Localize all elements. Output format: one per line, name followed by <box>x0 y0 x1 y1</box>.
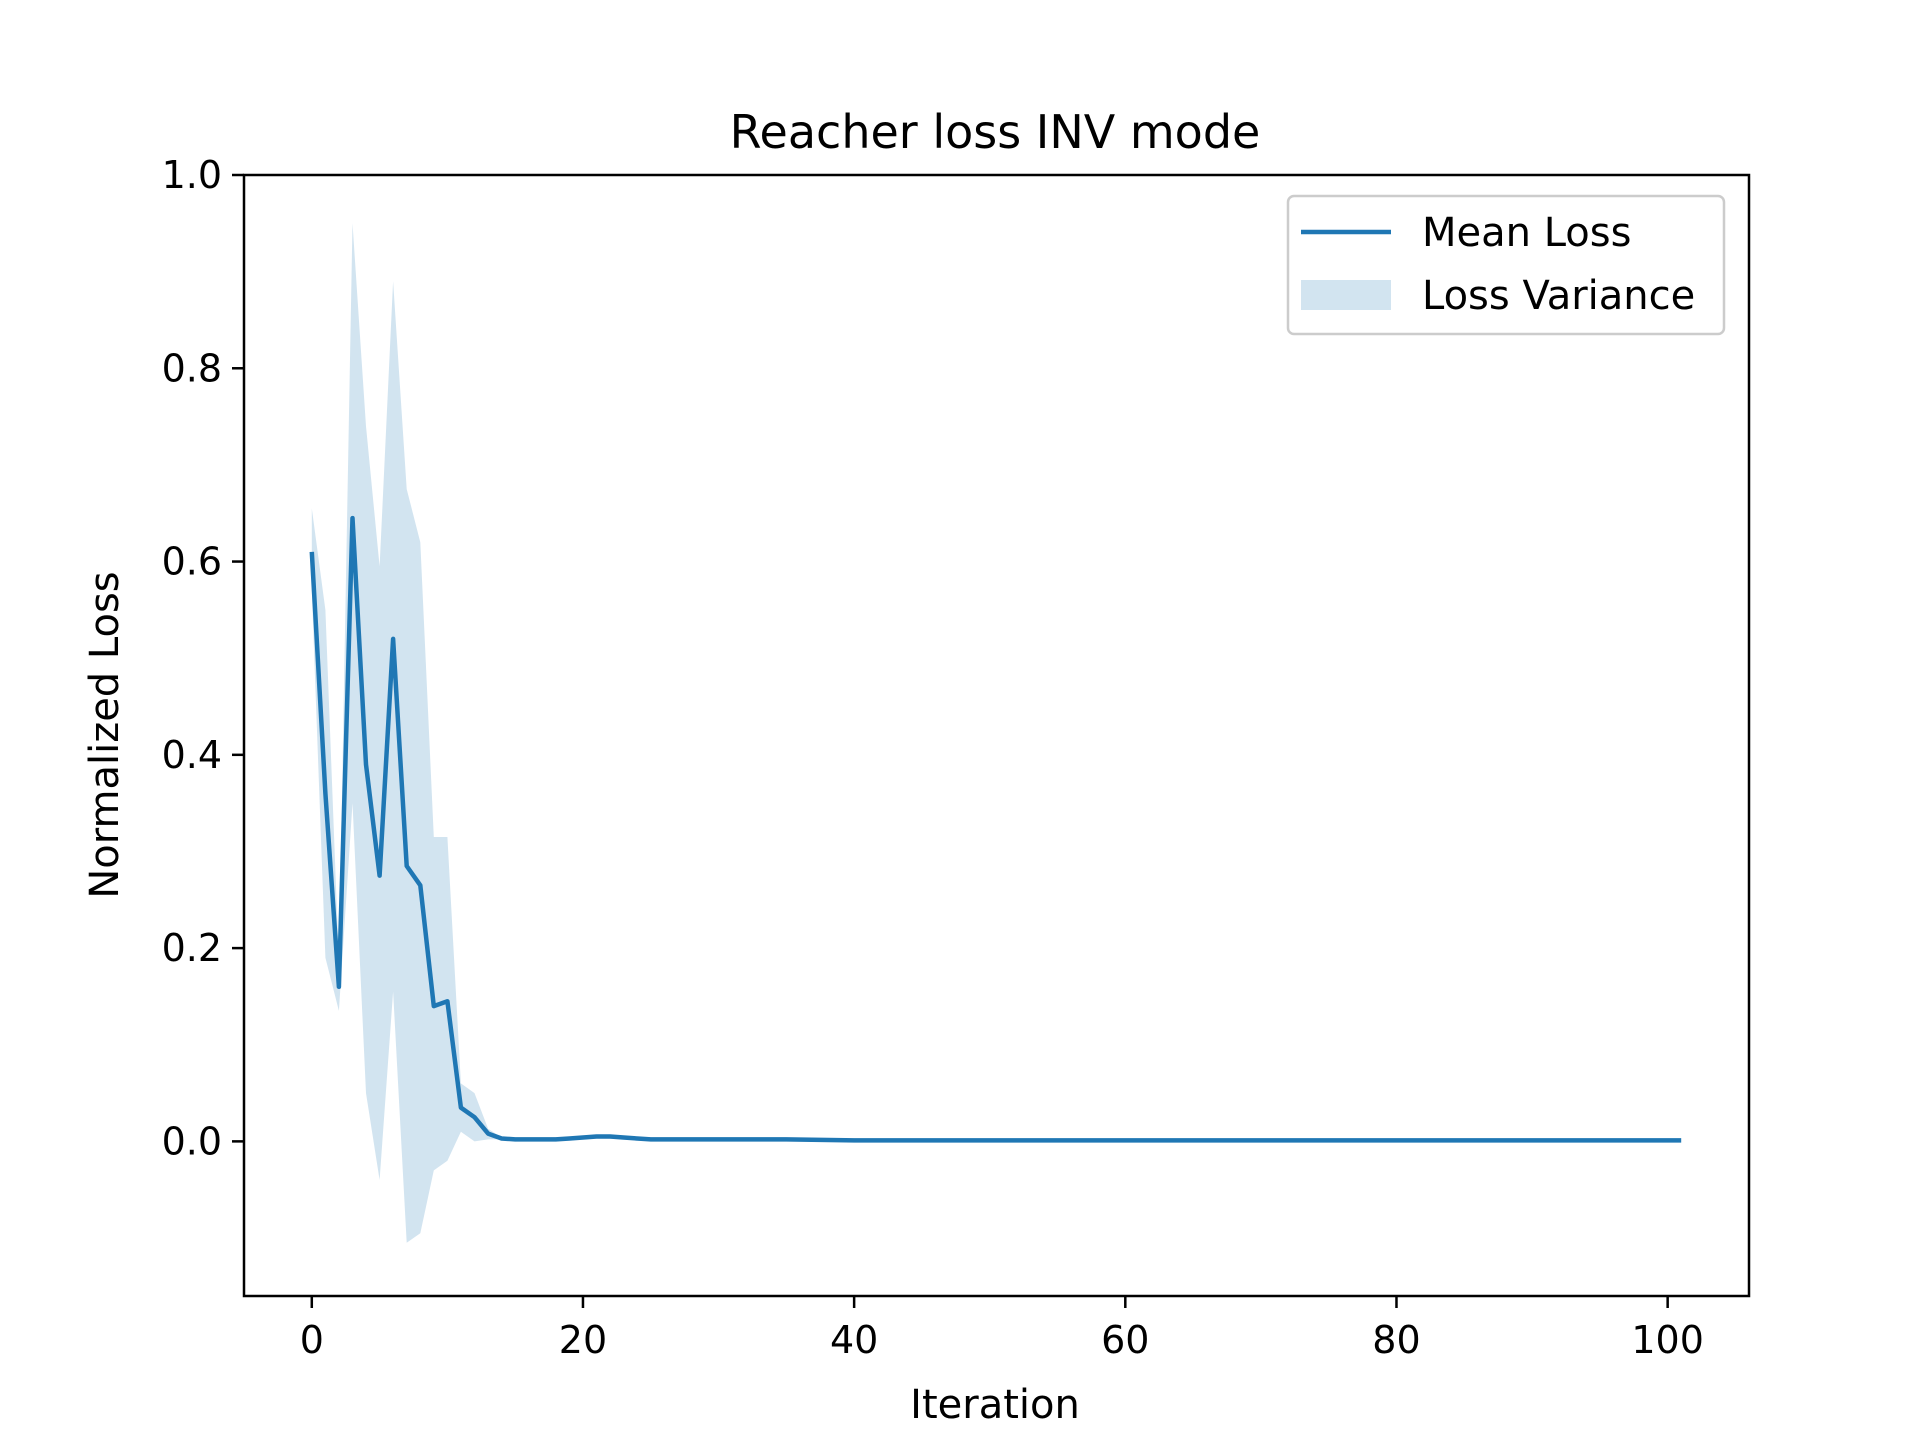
x-tick-label: 40 <box>830 1318 878 1362</box>
x-tick-label: 80 <box>1372 1318 1420 1362</box>
legend-label-mean-loss: Mean Loss <box>1422 210 1631 256</box>
x-tick-label: 0 <box>300 1318 324 1362</box>
legend-label-loss-variance: Loss Variance <box>1422 273 1695 319</box>
x-tick-label: 20 <box>559 1318 607 1362</box>
x-tick-label: 100 <box>1631 1318 1704 1362</box>
mean-loss-line <box>309 515 1682 1143</box>
x-axis-ticks: 0 20 40 60 80 100 <box>300 1296 1704 1362</box>
y-tick-label: 0.6 <box>162 540 222 584</box>
chart-title: Reacher loss INV mode <box>730 105 1261 159</box>
plot-area <box>309 223 1682 1243</box>
plot-frame <box>242 173 1751 1298</box>
y-tick-label: 0.8 <box>162 346 222 390</box>
legend-swatch-loss-variance <box>1301 280 1391 310</box>
y-axis-label: Normalized Loss <box>82 571 128 898</box>
x-tick-label: 60 <box>1101 1318 1149 1362</box>
legend: Mean Loss Loss Variance <box>1286 194 1726 336</box>
loss-variance-band <box>311 223 1682 1243</box>
x-axis-label: Iteration <box>910 1382 1080 1428</box>
y-tick-label: 0.0 <box>162 1119 222 1163</box>
y-tick-label: 0.2 <box>162 926 222 970</box>
y-tick-label: 0.4 <box>162 733 222 777</box>
y-axis-ticks: 0.0 0.2 0.4 0.6 0.8 1.0 <box>162 153 244 1163</box>
legend-box <box>1286 194 1726 336</box>
y-tick-label: 1.0 <box>162 153 222 197</box>
